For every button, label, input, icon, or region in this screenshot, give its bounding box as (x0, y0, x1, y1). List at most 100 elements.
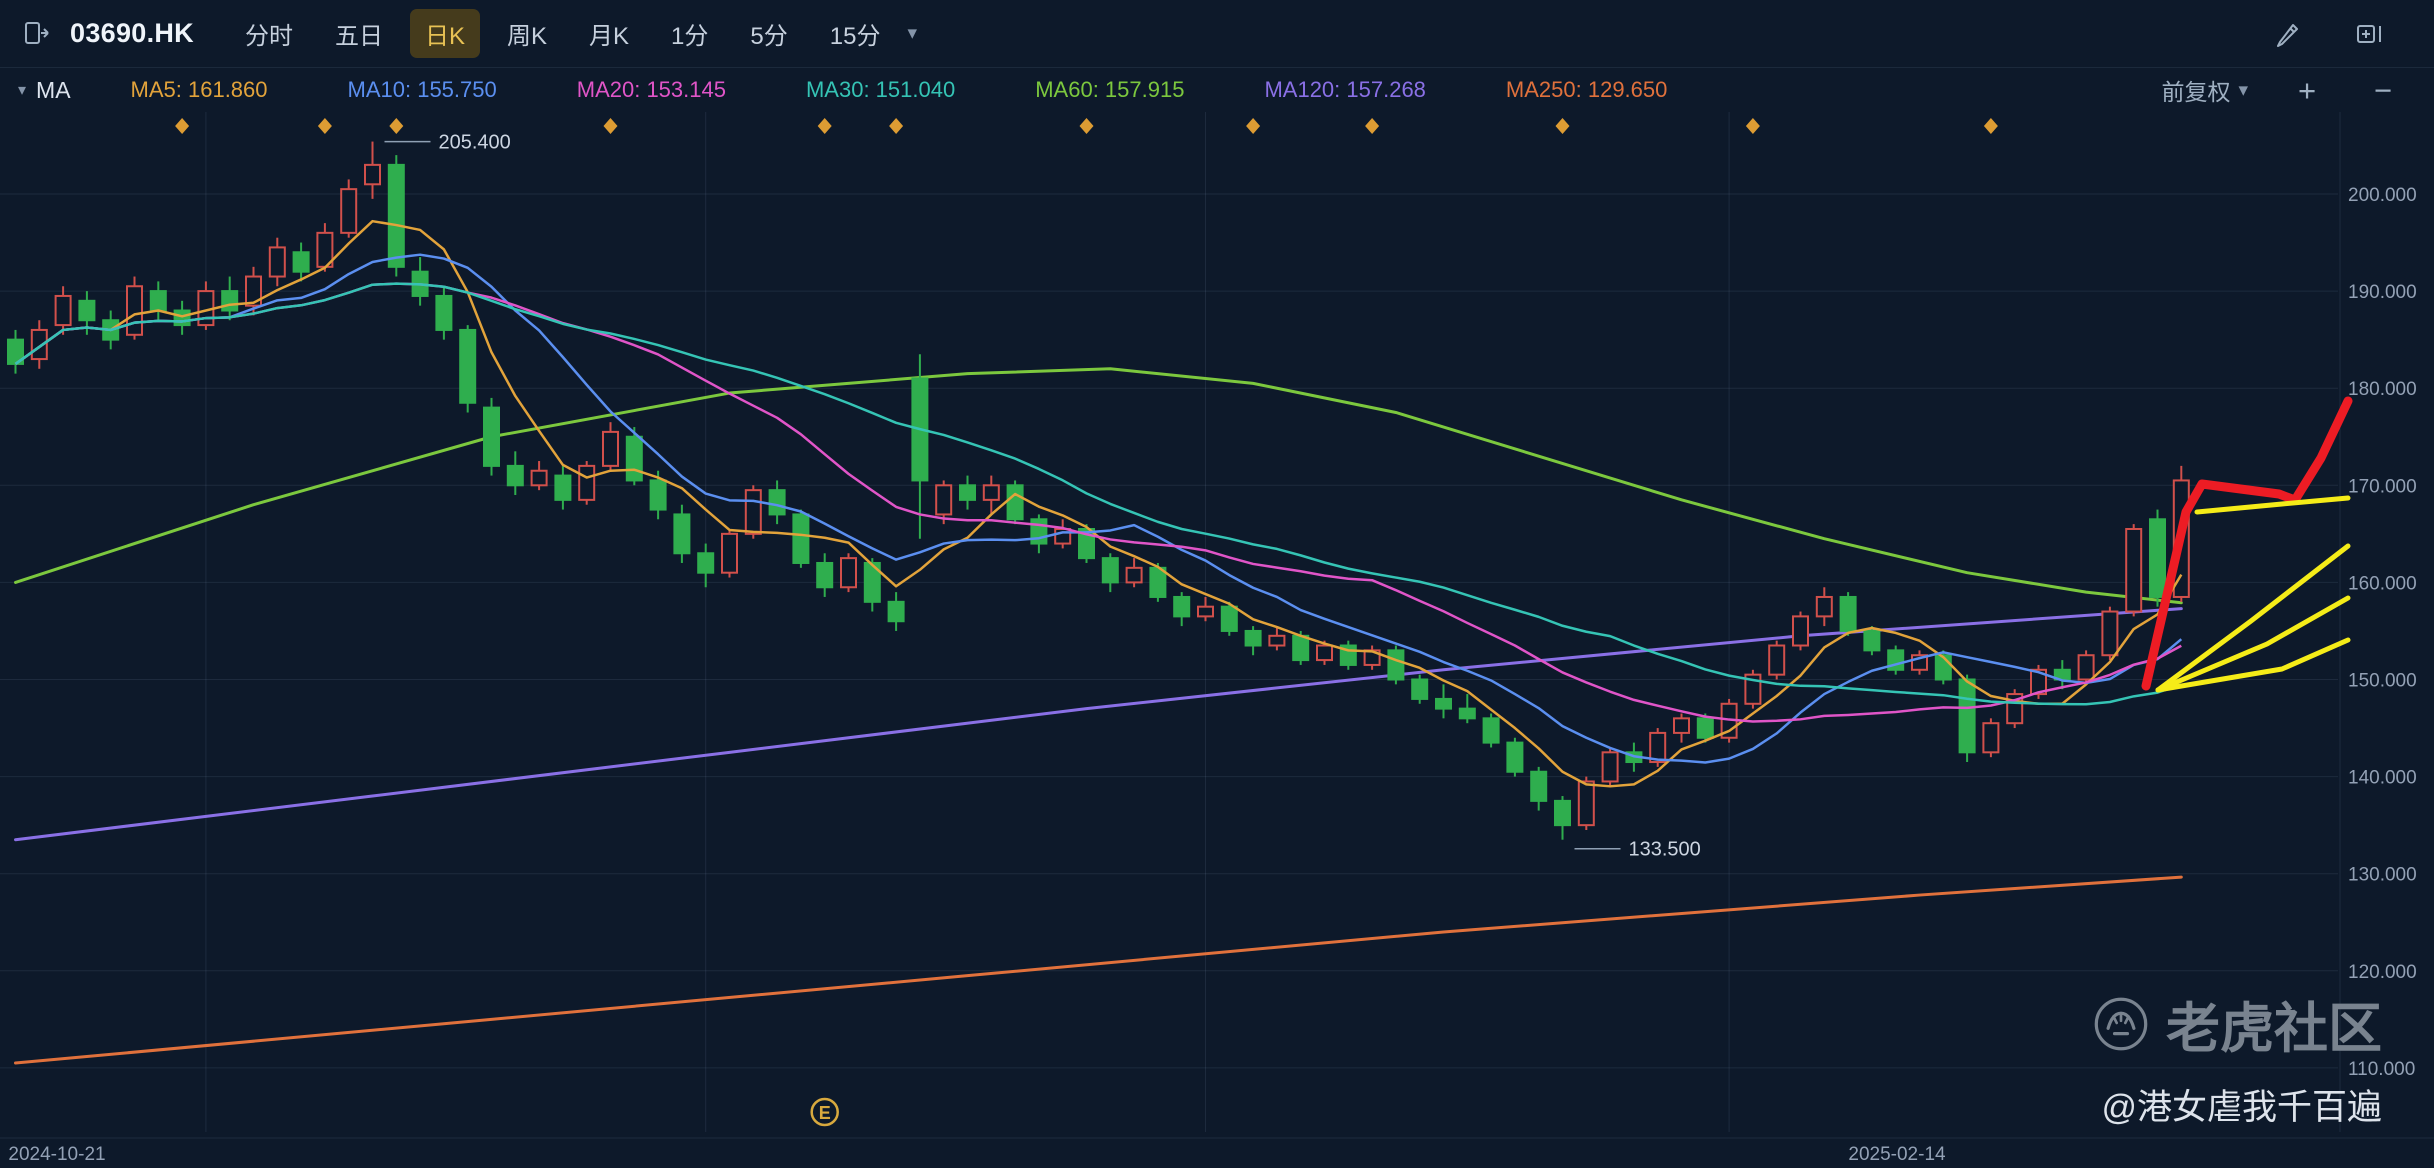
candle (173, 300, 191, 335)
ma10-legend: MA10: 155.750 (347, 77, 497, 102)
svg-text:E: E (819, 1103, 831, 1123)
orientation-switch-icon[interactable] (20, 18, 52, 50)
candle (1482, 713, 1500, 748)
ma-group-chevron-icon[interactable]: ▾ (18, 82, 27, 99)
candle (1982, 718, 2000, 758)
y-axis-label: 160.000 (2348, 573, 2417, 594)
event-diamond-icon (175, 118, 190, 134)
symbol-title: 03690.HK (70, 18, 194, 48)
tab-intraday[interactable]: 分时 (244, 23, 293, 50)
candle (1815, 587, 1833, 627)
ma-group-label[interactable]: MA (36, 76, 71, 103)
zoom-in-button[interactable]: + (2297, 72, 2317, 108)
trend-projection-red (2141, 396, 2353, 691)
ma-line-MA60 (14, 367, 2183, 605)
indicator-bar: ▾ MA MA5: 161.860 MA10: 155.750 MA20: 15… (0, 68, 2434, 112)
tab-5min[interactable]: 5分 (750, 23, 788, 50)
event-diamond-icon (603, 118, 618, 134)
more-periods-chevron-icon[interactable]: ▾ (907, 23, 917, 44)
candle (1387, 645, 1405, 685)
candle (483, 397, 500, 476)
chart-controls: 前复权 ▾ + − (2161, 73, 2416, 107)
svg-text:205.400: 205.400 (439, 132, 511, 154)
candle (1125, 558, 1143, 588)
user-drawings[interactable] (2141, 396, 2353, 693)
y-axis-label: 190.000 (2348, 282, 2417, 303)
candle (721, 528, 738, 578)
earnings-marker: E (810, 1097, 839, 1127)
add-pane-icon[interactable] (2354, 18, 2386, 50)
candle (1696, 713, 1714, 743)
candle (364, 141, 381, 199)
candle (673, 504, 691, 563)
candle (625, 427, 643, 486)
candle (602, 422, 619, 471)
candle (2149, 509, 2166, 607)
candle (530, 461, 548, 491)
time-axis: 2024-10-21 2025-02-14 (8, 1144, 1946, 1165)
tab-5day[interactable]: 五日 (334, 23, 383, 50)
candle (1363, 645, 1381, 670)
draw-pencil-icon[interactable] (2272, 18, 2304, 50)
candle (459, 325, 477, 413)
candle (1411, 674, 1429, 704)
candle (1958, 674, 1976, 763)
x-axis-label: 2025-02-14 (1848, 1144, 1946, 1165)
candle (506, 451, 524, 496)
x-axis-label: 2024-10-21 (8, 1144, 105, 1165)
candle (935, 480, 953, 525)
candle (2101, 606, 2119, 661)
candle (1792, 611, 1809, 651)
ma-line-MA250 (14, 875, 2183, 1065)
low-annotation: 133.500 (1574, 839, 1701, 861)
candle (1887, 645, 1905, 675)
candle (2053, 660, 2071, 690)
candle (1673, 713, 1690, 743)
y-axis-label: 200.000 (2348, 185, 2417, 206)
event-diamond-icon (889, 118, 904, 134)
adjust-mode-select[interactable]: 前复权 ▾ (2161, 73, 2248, 107)
event-diamond-icon (389, 118, 404, 134)
tab-daily[interactable]: 日K (409, 9, 480, 58)
candle (2006, 689, 2024, 729)
event-diamond-icon (1079, 118, 1094, 134)
candle (1768, 640, 1786, 680)
candle (316, 223, 334, 272)
fan-yellow-3 (2155, 637, 2351, 693)
event-diamond-icon (1983, 118, 1998, 134)
zoom-out-button[interactable]: − (2373, 72, 2393, 108)
event-diamonds (175, 118, 1998, 134)
candle (1554, 796, 1571, 840)
candle (30, 320, 48, 369)
tab-weekly[interactable]: 周K (507, 23, 548, 50)
candle (1506, 737, 1524, 777)
event-diamond-icon (817, 118, 832, 134)
series-layer (7, 141, 2190, 1065)
event-diamond-icon (1246, 118, 1261, 134)
candle (54, 286, 72, 335)
candle (1220, 601, 1238, 636)
candle (435, 286, 453, 340)
ma-line-MA10 (14, 253, 2183, 764)
candle (1435, 684, 1452, 719)
candle (1316, 640, 1333, 665)
candle (697, 543, 715, 588)
event-diamond-icon (1745, 118, 1760, 134)
svg-text:133.500: 133.500 (1629, 839, 1701, 861)
ma-line-MA20 (14, 282, 2182, 723)
y-axis-label: 140.000 (2348, 768, 2417, 789)
candlestick-chart[interactable]: 205.400 133.500 E 200.000 190.000 180.000 170.… (0, 112, 2434, 1168)
chart-area[interactable]: 205.400 133.500 E 200.000 190.000 180.000 170.… (0, 112, 2434, 1168)
candle (768, 480, 786, 525)
tab-1min[interactable]: 1分 (671, 23, 709, 50)
candle (1863, 626, 1881, 656)
candle (1149, 562, 1167, 602)
candle (816, 553, 834, 597)
tab-15min[interactable]: 15分 (829, 23, 881, 50)
candle (1006, 480, 1024, 525)
candle (911, 354, 929, 539)
candle (1244, 626, 1262, 656)
candle (1649, 728, 1667, 767)
tab-monthly[interactable]: 月K (589, 23, 630, 50)
ma-line-MA30 (14, 282, 2182, 706)
